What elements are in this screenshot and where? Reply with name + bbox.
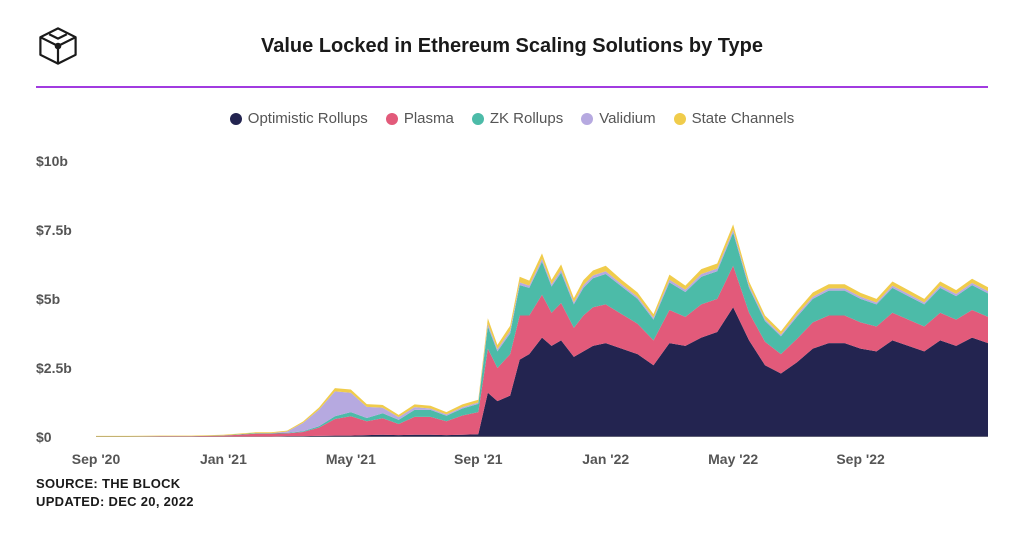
- x-axis-label: Sep '22: [836, 451, 884, 467]
- state-swatch: [674, 113, 686, 125]
- legend-item-validium: Validium: [581, 110, 655, 127]
- legend-item-zk: ZK Rollups: [472, 110, 563, 127]
- legend-label: ZK Rollups: [490, 110, 563, 127]
- x-axis-label: Jan '21: [200, 451, 247, 467]
- y-axis-label: $2.5b: [36, 360, 72, 376]
- block-logo-icon: [36, 24, 80, 68]
- x-axis-label: Sep '20: [72, 451, 120, 467]
- updated-line: UPDATED: DEC 20, 2022: [36, 493, 988, 511]
- optimistic-swatch: [230, 113, 242, 125]
- y-axis-label: $10b: [36, 153, 68, 169]
- x-axis-label: May '21: [326, 451, 376, 467]
- chart-footer: SOURCE: THE BLOCK UPDATED: DEC 20, 2022: [36, 475, 988, 510]
- x-axis-label: Sep '21: [454, 451, 502, 467]
- legend-item-plasma: Plasma: [386, 110, 454, 127]
- legend-item-optimistic: Optimistic Rollups: [230, 110, 368, 127]
- legend-label: Optimistic Rollups: [248, 110, 368, 127]
- chart-title: Value Locked in Ethereum Scaling Solutio…: [80, 35, 944, 58]
- x-axis-label: Jan '22: [582, 451, 629, 467]
- plasma-swatch: [386, 113, 398, 125]
- legend-label: Plasma: [404, 110, 454, 127]
- x-axis-label: May '22: [708, 451, 758, 467]
- title-underline: [36, 86, 988, 88]
- validium-swatch: [581, 113, 593, 125]
- legend-label: Validium: [599, 110, 655, 127]
- y-axis-label: $5b: [36, 291, 60, 307]
- legend-label: State Channels: [692, 110, 795, 127]
- legend-item-state: State Channels: [674, 110, 795, 127]
- source-line: SOURCE: THE BLOCK: [36, 475, 988, 493]
- y-axis-label: $7.5b: [36, 222, 72, 238]
- legend: Optimistic Rollups Plasma ZK Rollups Validi…: [36, 110, 988, 127]
- chart-area: $0 $2.5b $5b $7.5b $10b Sep '20 Jan '21 May '21…: [36, 137, 988, 467]
- zk-swatch: [472, 113, 484, 125]
- plot: [96, 147, 988, 437]
- y-axis-label: $0: [36, 429, 52, 445]
